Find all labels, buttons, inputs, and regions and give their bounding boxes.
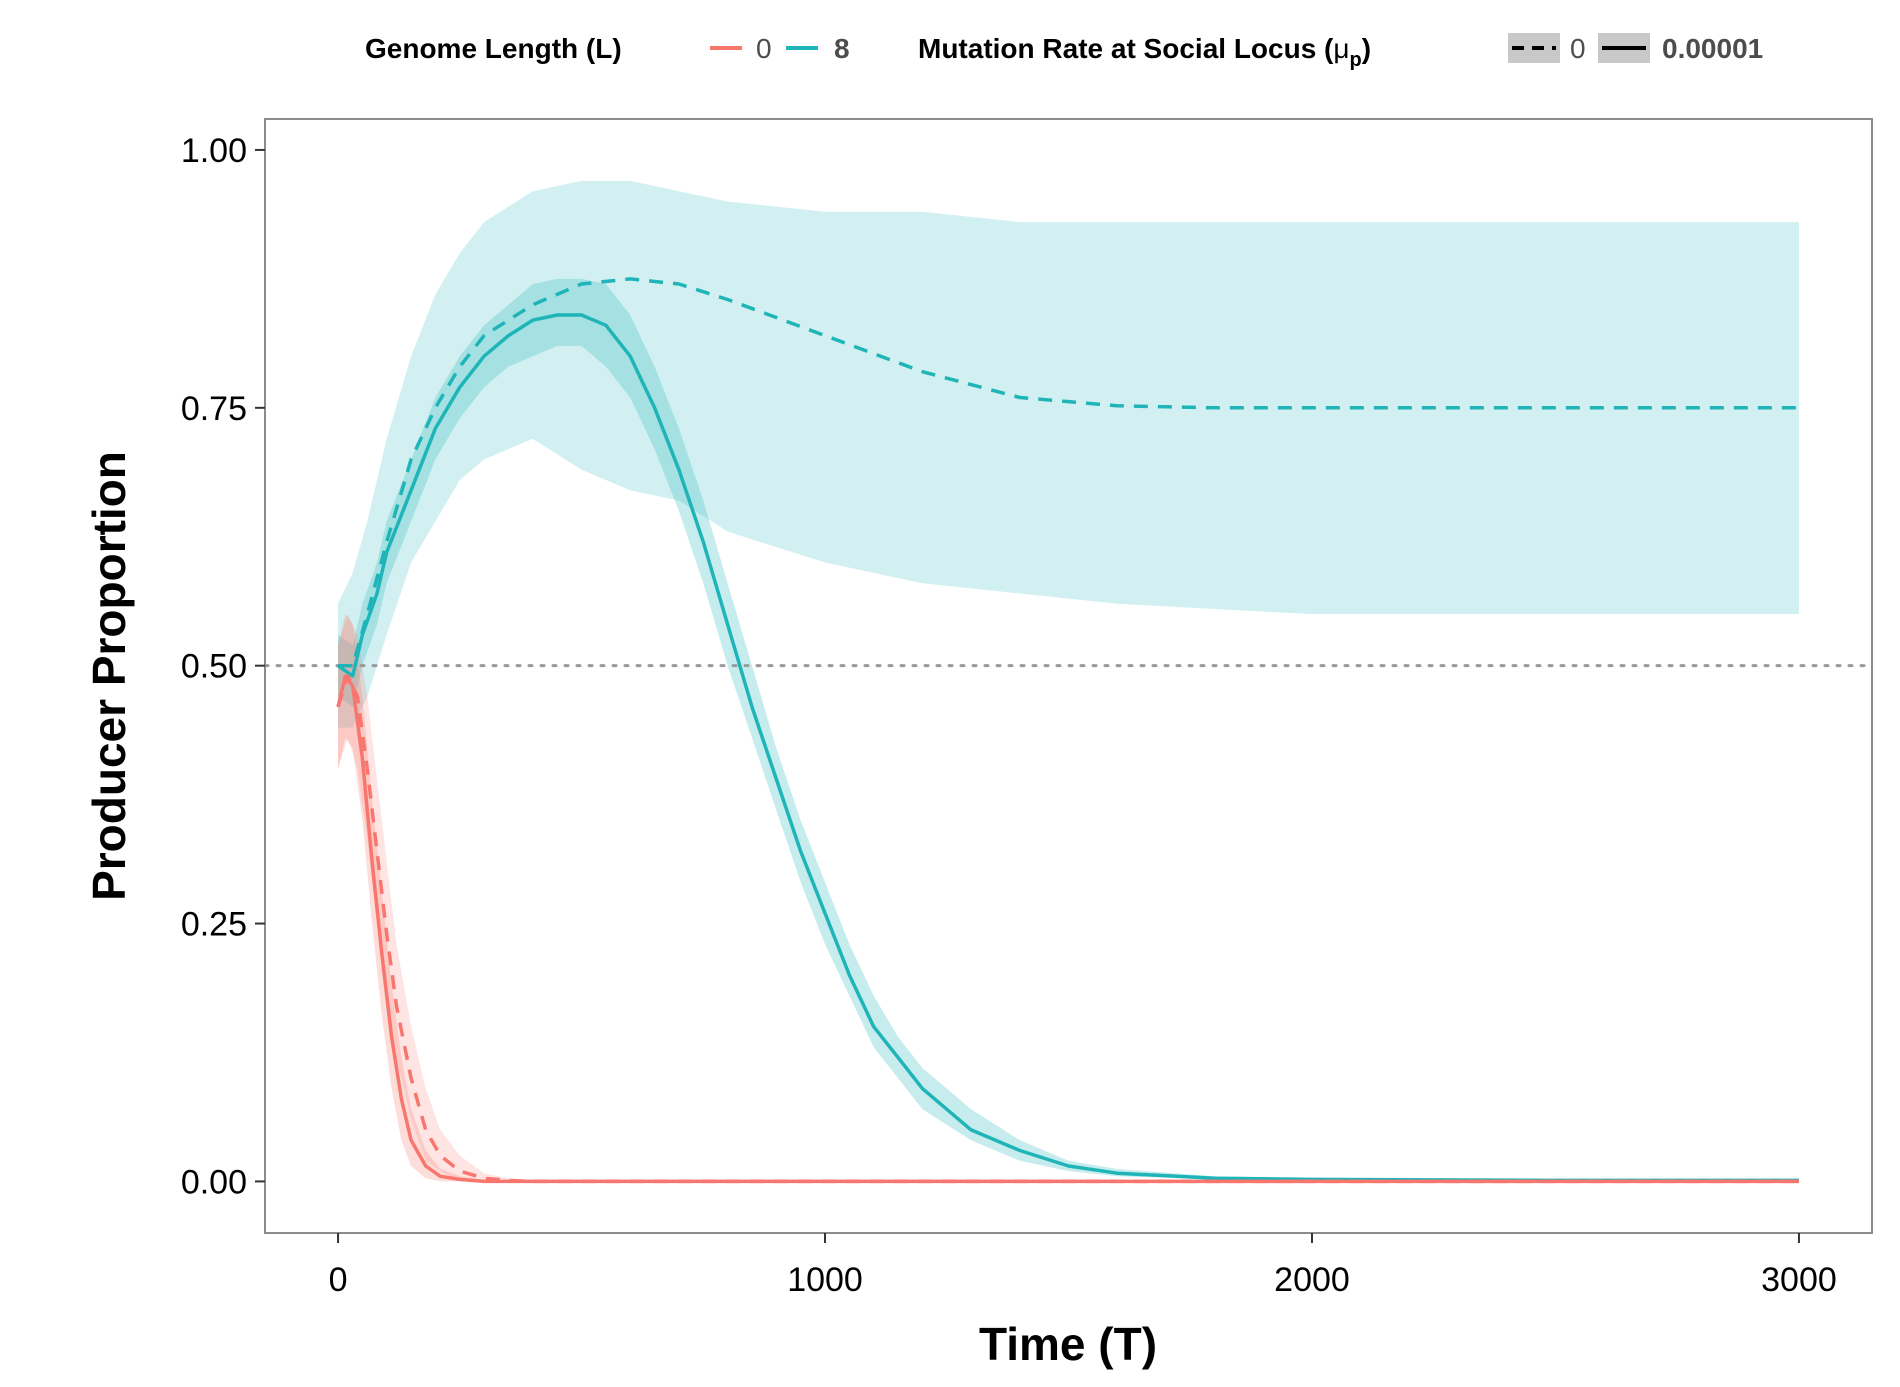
legend-label-genome-8: 8	[834, 33, 850, 64]
x-tick-label: 1000	[787, 1261, 863, 1299]
legend-mutation-title: Mutation Rate at Social Locus (μp)	[918, 33, 1371, 71]
x-tick-label: 2000	[1274, 1261, 1350, 1299]
x-tick-label: 0	[329, 1261, 348, 1299]
plot-border	[264, 118, 1873, 1234]
x-tick-label: 3000	[1761, 1261, 1837, 1299]
x-axis-title: Time (T)	[979, 1318, 1157, 1370]
series-line-L0-mu-0	[336, 674, 1799, 1184]
series-line-L8-mu-0	[338, 277, 1799, 668]
band-L8-mu-0	[338, 180, 1799, 728]
y-axis-title: Producer Proportion	[83, 451, 135, 901]
legend-label-genome-0: 0	[756, 33, 772, 64]
y-tick-label: 0.25	[181, 906, 247, 944]
legend-mutation-title-sub: p	[1350, 49, 1362, 71]
y-tick-label: 0.50	[181, 648, 247, 686]
legend-mutation-title-close: )	[1362, 33, 1371, 64]
legend-mutation-title-text: Mutation Rate at Social Locus (	[918, 33, 1334, 64]
band-L8-mu-0.00001	[338, 278, 1799, 1182]
y-tick-label: 0.00	[181, 1163, 247, 1201]
legend-label-mutation-1: 0.00001	[1662, 33, 1763, 64]
axes: 0 1000 2000 3000 0.00 0.25 0.50 0.75 1.00	[181, 132, 1837, 1299]
legend: Genome Length (L) 0 8 Mutation Rate at S…	[365, 33, 1763, 71]
plot-area	[263, 180, 1874, 1184]
band-L0-mu-0.00001	[338, 614, 1799, 1182]
series-line-L0-mu-0.00001	[336, 674, 1799, 1184]
series-line-L8-mu-0.00001	[336, 313, 1799, 1183]
legend-genome-title: Genome Length (L)	[365, 33, 622, 64]
legend-label-mutation-0: 0	[1570, 33, 1586, 64]
legend-mutation-title-mu: μ	[1333, 33, 1349, 64]
y-tick-label: 1.00	[181, 132, 247, 170]
y-tick-label: 0.75	[181, 390, 247, 428]
band-L0-mu-0	[338, 614, 1799, 1182]
